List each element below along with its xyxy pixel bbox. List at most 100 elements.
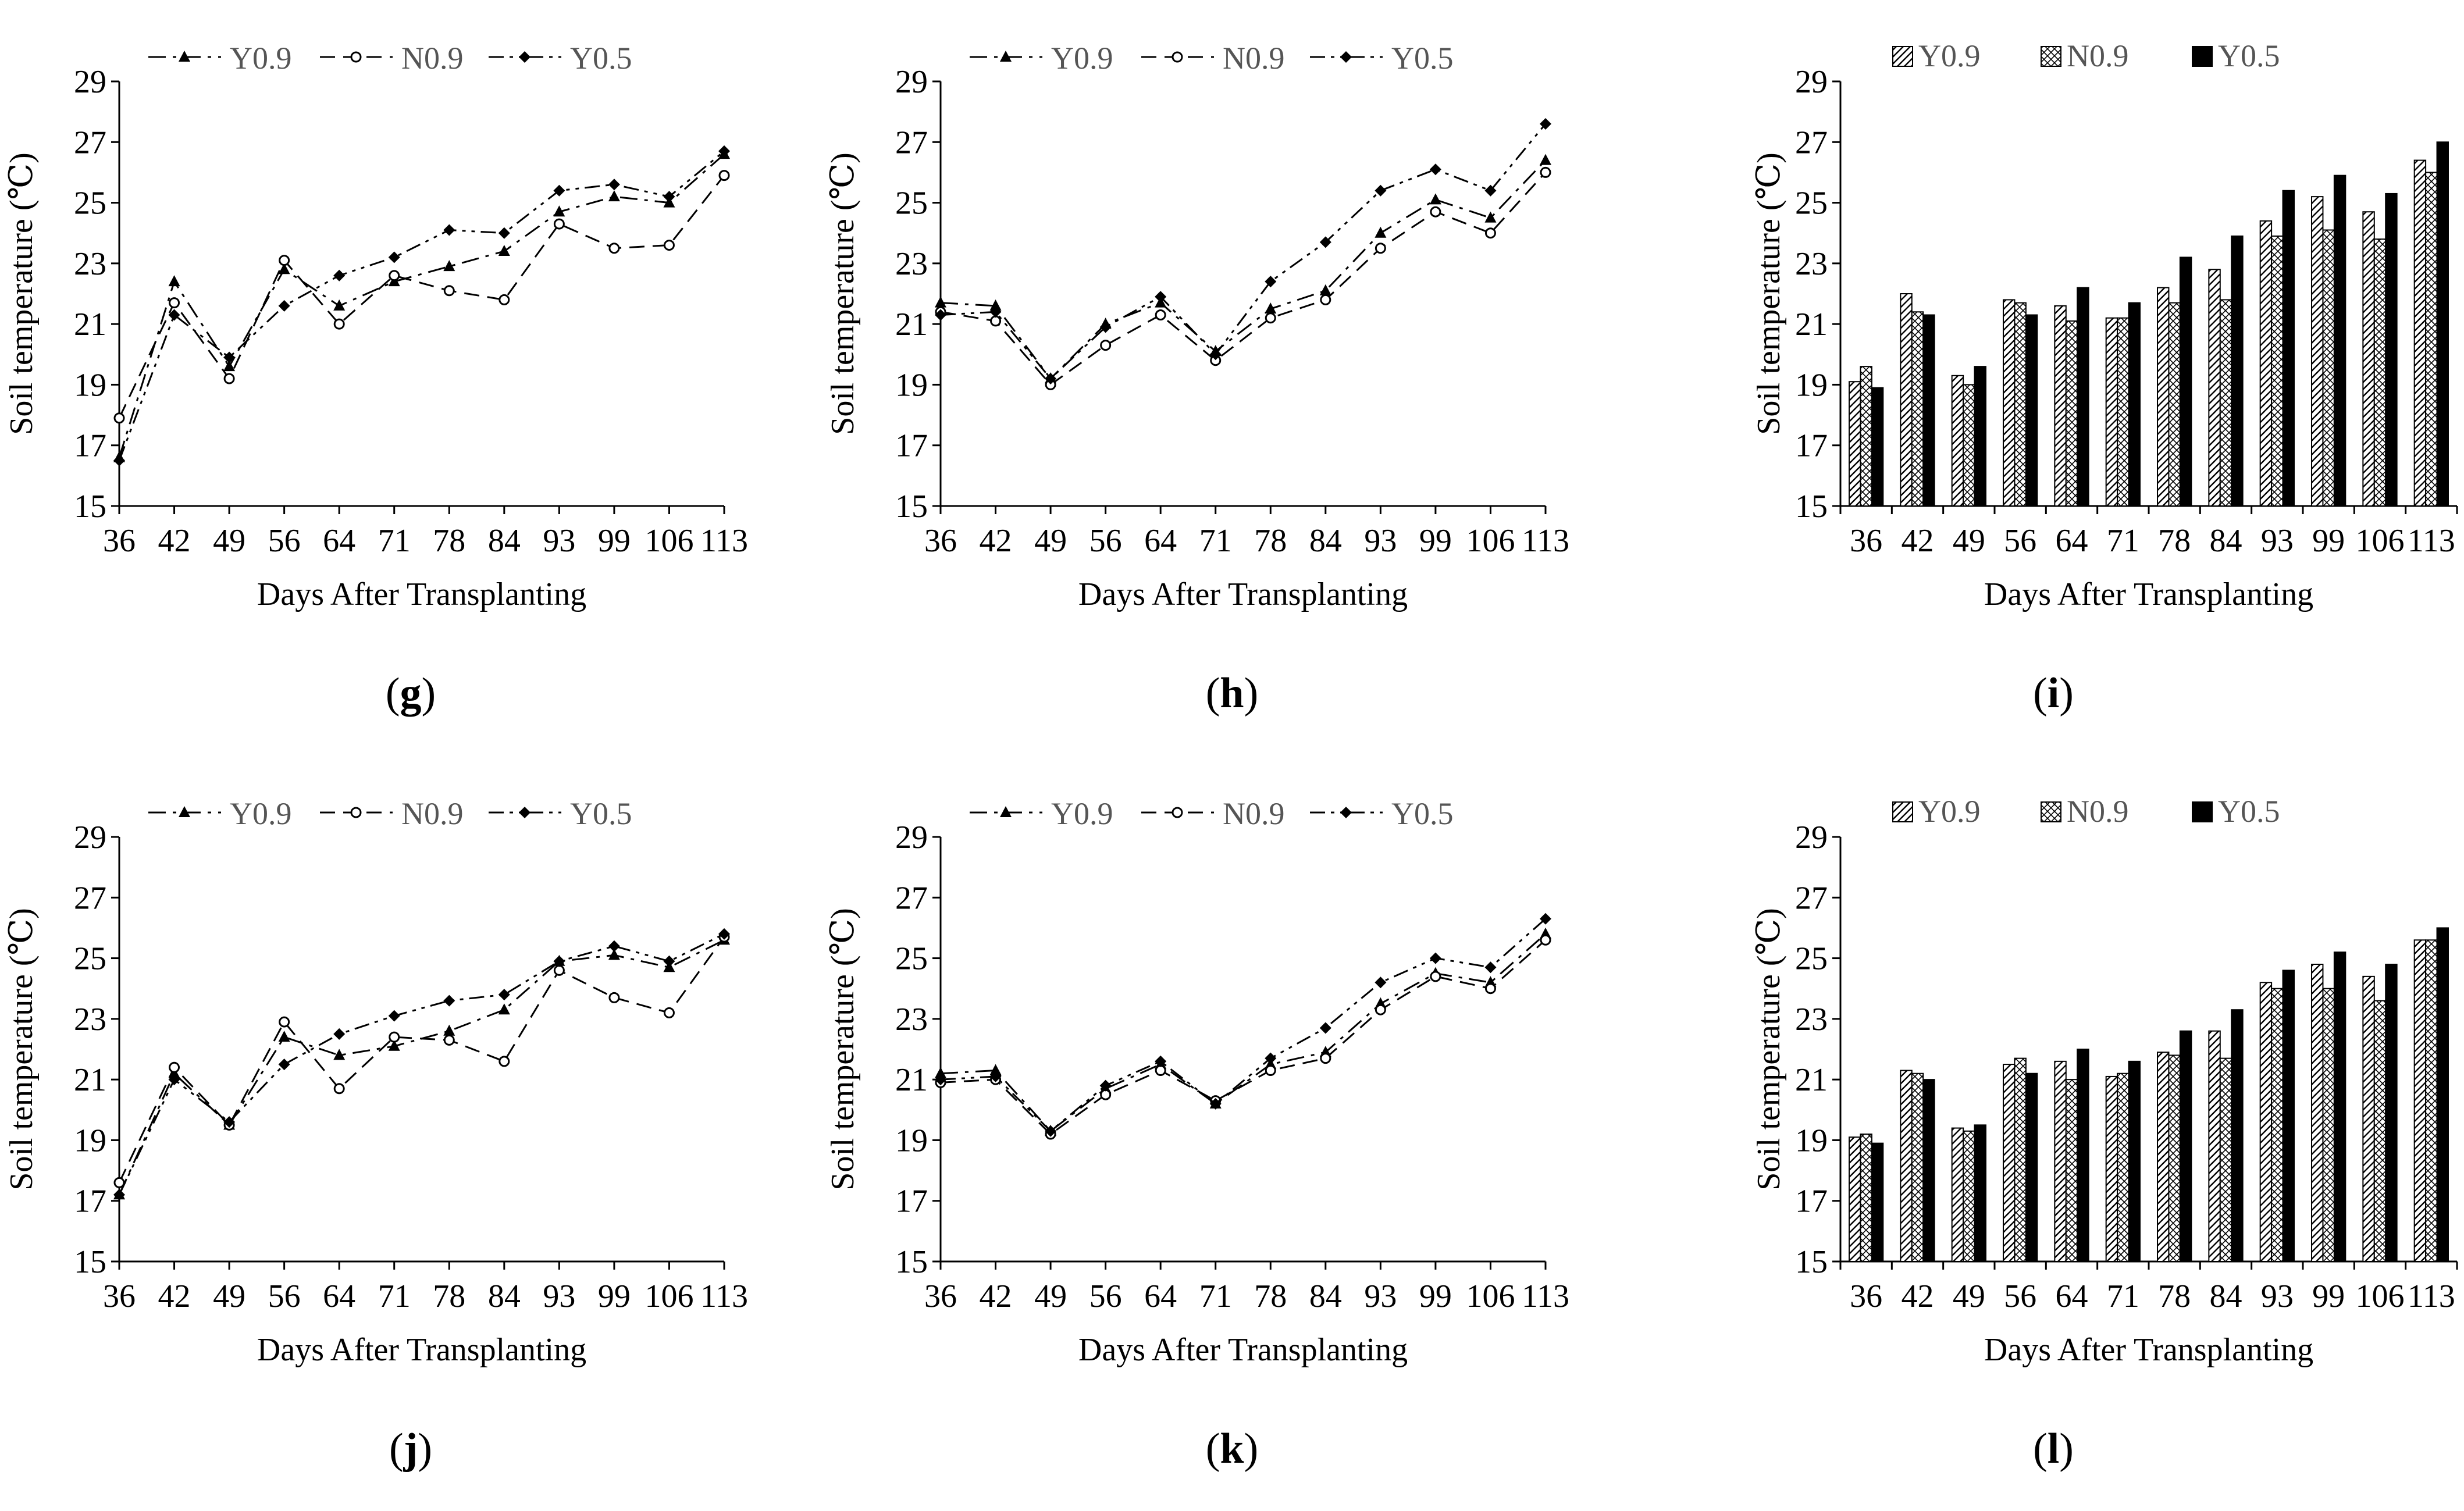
legend-label-Y0.5: Y0.5 — [1391, 41, 1454, 76]
point-Y0.5-49 — [1045, 1125, 1057, 1137]
bar-Y0.9-84 — [2208, 269, 2221, 507]
x-tick-label: 78 — [433, 1278, 465, 1314]
x-tick-label: 84 — [1309, 523, 1342, 559]
x-tick-label: 78 — [2158, 523, 2191, 559]
point-Y0.5-99 — [1429, 163, 1441, 176]
legend-label-N0.9: N0.9 — [2067, 38, 2129, 73]
point-Y0.9-113 — [1540, 154, 1551, 165]
bar-Y0.9-49 — [1951, 1127, 1964, 1262]
point-Y0.5-56 — [1099, 1079, 1112, 1092]
legend-label-N0.9: N0.9 — [401, 41, 464, 76]
x-tick-label: 64 — [323, 1278, 355, 1314]
x-tick-label: 113 — [2408, 1278, 2455, 1314]
point-Y0.5-113 — [718, 145, 730, 157]
point-Y0.5-42 — [168, 309, 180, 321]
bar-Y0.9-106 — [2362, 975, 2375, 1262]
bar-Y0.9-49 — [1951, 375, 1964, 507]
point-N0.9-99 — [608, 992, 620, 1003]
x-tick-label: 71 — [1199, 523, 1232, 559]
bar-N0.9-64 — [2065, 320, 2078, 507]
point-N0.9-106 — [1484, 983, 1496, 995]
x-tick-label: 49 — [1953, 1278, 1985, 1314]
point-N0.9-78 — [1265, 1065, 1276, 1076]
point-Y0.5-99 — [1429, 952, 1441, 964]
x-tick-label: 84 — [2210, 1278, 2242, 1314]
bar-Y0.9-84 — [2208, 1030, 2221, 1262]
bar-Y0.9-78 — [2157, 287, 2170, 507]
bar-Y0.9-64 — [2054, 1060, 2067, 1262]
x-tick-label: 49 — [213, 523, 245, 559]
panel-label-letter: g — [400, 669, 422, 717]
bar-Y0.9-71 — [2105, 317, 2118, 507]
point-Y0.5-49 — [1045, 373, 1057, 384]
y-tick-label: 25 — [895, 186, 928, 222]
x-tick-label: 84 — [488, 1278, 521, 1314]
legend-swatch-Y0.5 — [2192, 801, 2213, 822]
bar-Y0.9-64 — [2054, 305, 2067, 507]
legend-marker-Y0.5 — [1340, 807, 1352, 818]
y-tick-label: 27 — [74, 880, 106, 916]
y-tick-label: 27 — [1795, 880, 1828, 916]
legend: Y0.9 N0.9 Y0.5 — [148, 41, 632, 76]
bar-N0.9-36 — [1860, 1134, 1872, 1262]
y-tick-label: 29 — [74, 819, 106, 856]
y-tick-label: 29 — [1795, 64, 1828, 100]
legend-swatch-N0.9 — [2041, 46, 2061, 67]
point-Y0.5-84 — [498, 989, 510, 1001]
bar-Y0.9-56 — [2003, 299, 2016, 507]
panel-label-letter: h — [1220, 669, 1244, 717]
bar-Y0.9-36 — [1849, 381, 1861, 507]
legend-marker-Y0.5 — [519, 51, 530, 63]
legend-swatch-Y0.9 — [1892, 801, 1913, 822]
bar-Y0.5-106 — [2385, 964, 2398, 1262]
point-Y0.9-64 — [333, 299, 346, 311]
y-tick-label: 23 — [74, 246, 106, 282]
point-N0.9-56 — [1100, 1089, 1112, 1100]
x-tick-label: 99 — [1419, 523, 1452, 559]
bar-Y0.5-56 — [2025, 1072, 2038, 1262]
panel-h: 15 17 19 21 23 25 27 29 36 42 49 56 64 71 78 84 93 99 106 1… — [821, 0, 1643, 756]
panel-label-open: ( — [389, 1425, 404, 1473]
chart-l: 15 17 19 21 23 25 27 29 36 42 49 56 64 71 78 84 93 99 106 1… — [1751, 794, 2458, 1368]
point-Y0.5-49 — [223, 1116, 236, 1128]
legend-label-N0.9: N0.9 — [401, 796, 464, 831]
line-Y0.5 — [118, 933, 725, 1195]
y-tick-label: 15 — [895, 489, 928, 525]
point-N0.9-113 — [718, 170, 730, 181]
y-tick-label: 21 — [1795, 1062, 1828, 1098]
point-N0.9-93 — [553, 964, 565, 976]
x-tick-label: 56 — [2004, 523, 2036, 559]
bar-Y0.5-42 — [1922, 1079, 1935, 1263]
x-tick-label: 42 — [980, 523, 1012, 559]
x-tick-label: 36 — [1850, 523, 1882, 559]
point-Y0.5-36 — [935, 1074, 946, 1086]
bar-Y0.5-64 — [2077, 1049, 2089, 1262]
point-Y0.5-36 — [113, 1189, 125, 1201]
y-tick-label: 27 — [74, 124, 106, 161]
bar-N0.9-106 — [2373, 1000, 2387, 1262]
panel-label-letter: l — [2047, 1425, 2060, 1473]
point-Y0.9-42 — [989, 299, 1002, 311]
series-Y0.9 — [935, 927, 1551, 1136]
y-tick-label: 27 — [895, 880, 928, 916]
point-N0.9-84 — [1320, 1053, 1331, 1064]
panel-label-close: ) — [2059, 1425, 2074, 1473]
bar-N0.9-93 — [2271, 988, 2284, 1262]
x-tick-label: 64 — [323, 523, 355, 559]
y-tick-label: 19 — [895, 367, 928, 403]
plot-area — [1849, 141, 2449, 507]
point-Y0.9-78 — [1265, 302, 1277, 314]
point-Y0.5-113 — [1540, 118, 1551, 130]
point-Y0.5-71 — [388, 1010, 400, 1022]
bar-N0.9-78 — [2168, 302, 2181, 507]
legend-label-N0.9: N0.9 — [2067, 794, 2129, 829]
point-Y0.5-84 — [1319, 1022, 1331, 1034]
bar-Y0.5-106 — [2385, 193, 2398, 507]
x-tick-label: 56 — [1089, 523, 1122, 559]
x-tick-label: 113 — [2408, 523, 2455, 559]
panel-label-close: ) — [418, 1425, 432, 1473]
x-tick-label: 49 — [1034, 1278, 1067, 1314]
x-tick-label: 36 — [924, 523, 957, 559]
y-axis-title: Soil temperature (℃) — [3, 908, 40, 1191]
x-tick-label: 106 — [645, 523, 693, 559]
